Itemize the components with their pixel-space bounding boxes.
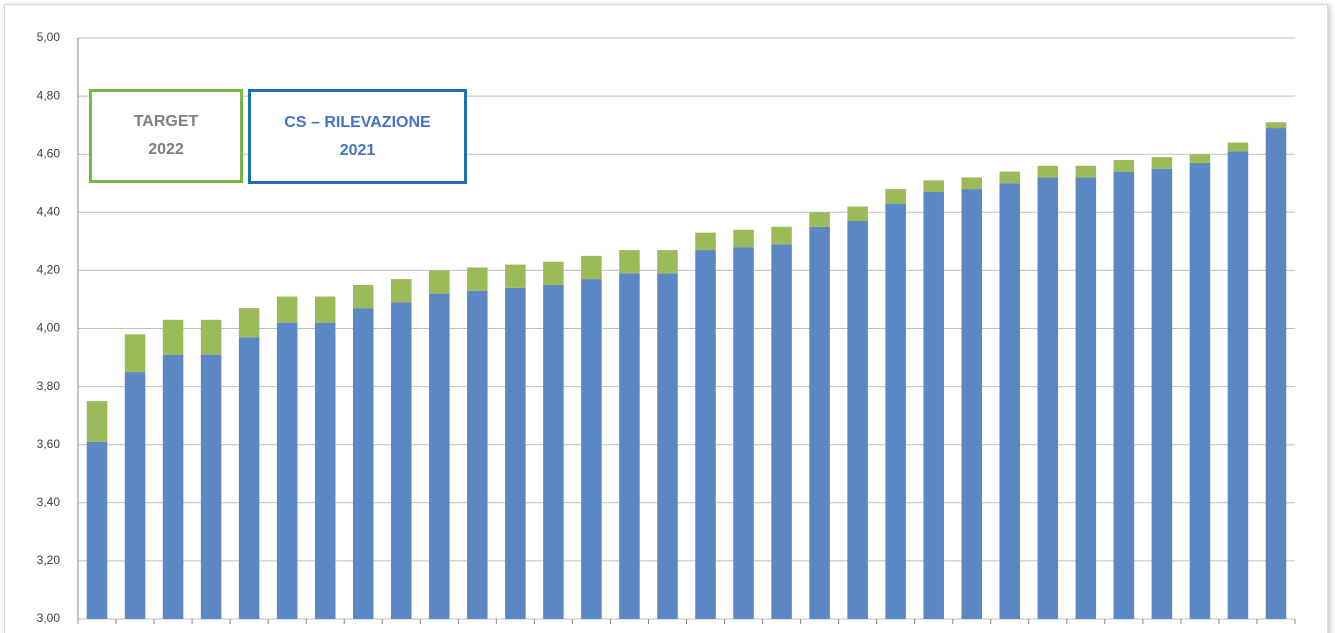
y-tick-label: 4,00 [37,321,61,335]
bar-segment [124,372,146,619]
bar-segment [390,279,412,303]
bar-segment [581,279,602,619]
bar-segment [923,191,944,619]
bar-segment [429,270,450,294]
bar-segment [505,287,526,619]
bar-segment [276,322,298,619]
bar-segment [429,293,450,619]
bar-segment [162,354,184,619]
bar-segment [809,226,830,619]
bar-segment [467,290,488,619]
y-tick-label: 5,00 [37,30,61,44]
bar-segment [543,261,564,285]
bar-segment [390,302,412,619]
bar-segment [1265,128,1287,619]
bar-segment [86,441,108,619]
bar-segment [505,264,526,288]
bar-segment [1075,177,1097,619]
bar-segment [961,189,983,619]
bar-segment [467,267,488,291]
bar-segment [885,203,906,619]
y-tick-label: 3,40 [37,495,61,509]
bar-segment [695,232,716,251]
bar-segment [999,183,1021,619]
bar-segment [771,244,792,619]
bar-segment [1113,171,1135,619]
bar-segment [86,401,108,442]
bar-segment [1113,160,1135,172]
bar-segment [1189,154,1211,163]
bar-segment [1037,177,1059,619]
bar-segment [200,319,222,355]
bar-segment [733,247,754,619]
bar-segment [961,177,983,190]
bar-segment [999,171,1021,184]
y-tick-label: 3,60 [37,437,61,451]
bar-segment [1265,122,1287,129]
bar-segment [543,284,564,619]
bar-segment [657,273,678,619]
bar-segment [619,273,640,619]
bar-segment [847,221,868,619]
legend-entry: CS – RILEVAZIONE 2021 [248,89,467,184]
bar-segment [847,206,868,222]
bar-segment [581,255,602,280]
bar-segment [162,319,184,355]
y-tick-label: 4,80 [37,88,61,102]
bar-segment [314,296,336,323]
bar-segment [771,226,792,245]
bar-segment [619,250,640,274]
bar-segment [733,229,754,248]
bar-segment [1227,142,1249,152]
bar-segment [200,354,222,619]
y-tick-label: 4,40 [37,204,61,218]
bar-segment [1151,168,1173,619]
bar-segment [1037,165,1059,178]
bar-segment [695,250,716,619]
bar-segment [276,296,298,323]
y-tick-label: 4,60 [37,146,61,160]
bar-segment [352,284,374,309]
bar-segment [1075,165,1097,178]
y-tick-label: 3,00 [37,611,61,625]
bar-segment [238,308,260,338]
bar-segment [809,212,830,227]
bar-segment [657,250,678,274]
bar-segment [352,308,374,619]
bar-segment [238,337,260,619]
bar-segment [885,189,906,204]
legend-entry: TARGET 2022 [89,89,243,183]
y-tick-label: 3,80 [37,379,61,393]
bar-segment [1227,151,1249,620]
y-tick-label: 3,20 [37,553,61,567]
bar-segment [1189,162,1211,620]
y-tick-label: 4,20 [37,263,61,277]
bar-segment [1151,157,1173,169]
bar-segment [314,322,336,619]
bar-segment [124,334,146,373]
bar-segment [923,180,944,192]
chart-frame [4,4,1328,633]
